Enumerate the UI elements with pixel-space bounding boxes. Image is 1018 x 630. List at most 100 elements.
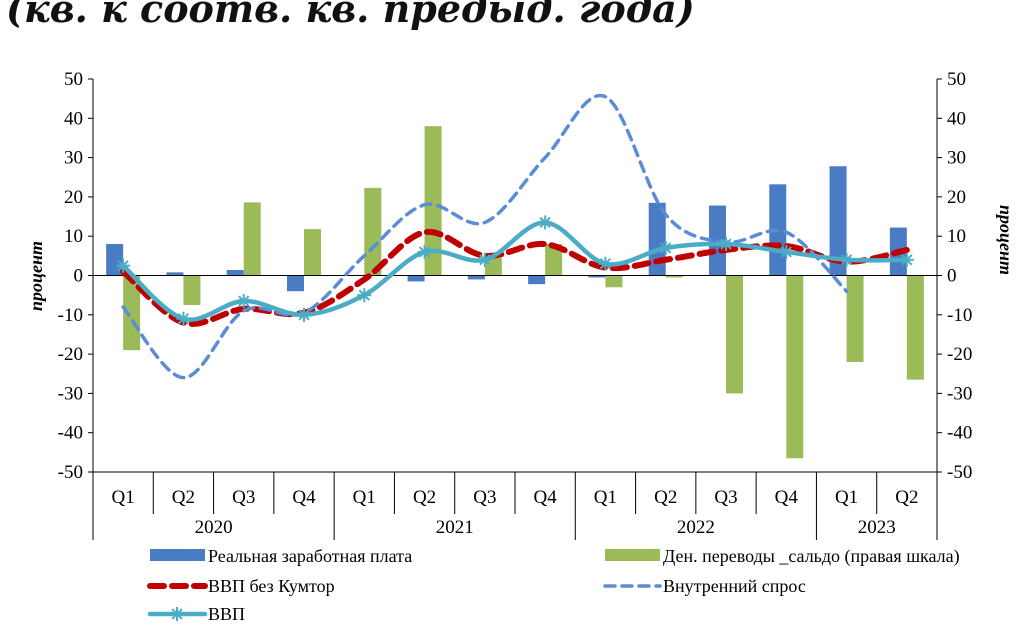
legend-label: ВВП без Кумтор [208, 576, 335, 596]
x-tick-label: Q2 [413, 487, 436, 508]
star-marker [417, 244, 432, 259]
bar [424, 126, 442, 276]
x-tick-label: Q3 [473, 487, 496, 508]
star-marker [598, 256, 613, 271]
y-tick-label-right: -20 [947, 344, 972, 365]
y-tick-label-left: 40 [64, 108, 83, 129]
bar [123, 275, 141, 351]
star-stroke [840, 254, 853, 266]
star-stroke [177, 313, 190, 325]
y-tick-label-right: -30 [947, 383, 972, 404]
legend-entry: ВВП [147, 604, 245, 624]
year-label: 2022 [677, 517, 715, 538]
star-marker [658, 240, 673, 255]
star-marker [176, 311, 191, 326]
year-label: 2023 [858, 517, 896, 538]
y-tick-label-right: -40 [947, 423, 972, 444]
star-marker [477, 252, 492, 267]
y-tick-label-left: -50 [58, 462, 83, 483]
x-tick-label: Q1 [353, 487, 376, 508]
star-marker [719, 237, 733, 252]
star-stroke [599, 258, 612, 270]
star-marker [297, 307, 311, 322]
star-marker [839, 252, 854, 267]
bar [588, 275, 606, 278]
x-tick-label: Q1 [594, 487, 617, 508]
legend-label: Реальная заработная плата [208, 546, 412, 566]
legend-label: ВВП [208, 604, 245, 624]
bars [93, 126, 937, 459]
bar [467, 275, 485, 280]
bar [166, 272, 184, 276]
star-marker [236, 294, 251, 309]
y-tick-label-right: 40 [947, 108, 966, 129]
star-marker [116, 258, 131, 273]
y-tick-label-left: -40 [58, 423, 83, 444]
legend-entry: Реальная заработная плата [150, 546, 412, 566]
star-stroke [117, 260, 129, 272]
legend-entry: Ден. переводы _сальдо (правая шкала) [605, 546, 960, 567]
star-stroke [780, 246, 792, 258]
bar [364, 187, 382, 276]
legend-swatch [150, 549, 205, 561]
star-stroke [238, 295, 250, 307]
bar [304, 229, 321, 276]
x-tick-label: Q3 [232, 487, 255, 508]
bar [226, 269, 244, 276]
bar [665, 275, 683, 278]
bar [786, 275, 804, 459]
legend-entry: ВВП без Кумтор [147, 576, 335, 596]
bar [287, 275, 304, 292]
y-tick-label-left: -20 [58, 344, 83, 365]
y-tick-label-right: 10 [947, 226, 966, 247]
x-tick-label: Q4 [775, 487, 799, 508]
legend-entry: Внутренний спрос [603, 576, 806, 596]
legend-swatch [605, 549, 660, 561]
y-tick-label-left: 10 [64, 226, 83, 247]
lines [116, 93, 914, 380]
bar [484, 257, 502, 276]
legend-label: Ден. переводы _сальдо (правая шкала) [663, 546, 960, 567]
star-stroke [539, 216, 551, 229]
bar [183, 275, 201, 305]
y-tick-label-right: 50 [947, 69, 966, 90]
y-tick-label-left: 0 [74, 266, 84, 287]
y-tick-label-left: -30 [58, 383, 83, 404]
bar [906, 275, 924, 380]
y-tick-label-right: -50 [947, 462, 972, 483]
y-tick-label-right: 30 [947, 148, 966, 169]
bar [648, 202, 666, 276]
y-tick-label-left: 20 [64, 187, 83, 208]
y-axis-title-right: процент [996, 205, 1016, 275]
star-marker [899, 252, 914, 267]
y-axis-title-left: процент [26, 241, 46, 311]
star-stroke [660, 242, 672, 254]
chart-title: (кв. к соотв. кв. предыд. года) [6, 0, 695, 31]
x-tick-label: Q4 [534, 487, 558, 508]
y-tick-label-left: 50 [64, 69, 83, 90]
y-tick-label-left: -10 [58, 305, 83, 326]
star-stroke [720, 238, 732, 250]
legend-label: Внутренний спрос [663, 576, 806, 596]
bar [528, 275, 546, 285]
year-label: 2021 [436, 517, 474, 538]
star-stroke [358, 289, 370, 301]
star-marker [538, 215, 553, 230]
year-label: 2020 [195, 517, 233, 538]
y-tick-label-right: -10 [947, 305, 972, 326]
bar [846, 275, 864, 362]
bar [829, 166, 847, 276]
bar [605, 275, 623, 288]
star-stroke [418, 246, 431, 258]
y-tick-label-right: 0 [947, 266, 957, 287]
legend: Реальная заработная плата Ден. переводы _… [147, 546, 960, 624]
star-stroke [171, 608, 183, 620]
star-marker [779, 244, 794, 259]
star-marker [357, 288, 372, 303]
bar [106, 244, 124, 276]
x-tick-label: Q2 [654, 487, 677, 508]
star-marker [170, 607, 184, 621]
star-stroke [901, 254, 913, 266]
